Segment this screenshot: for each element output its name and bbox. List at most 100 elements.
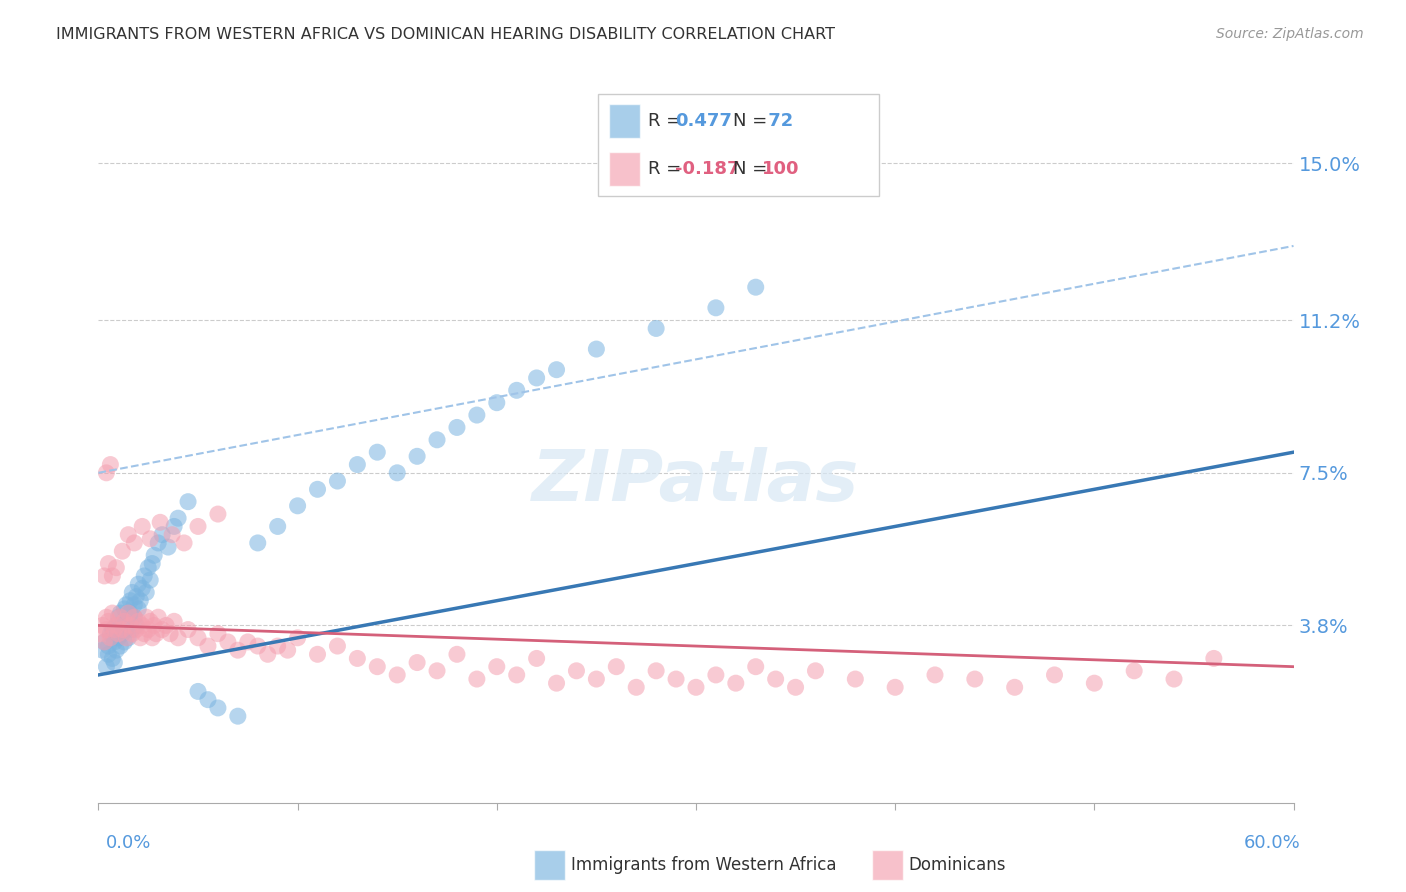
Point [139, 532, 162, 546]
Point [406, 656, 429, 670]
Text: R =: R = [648, 160, 688, 178]
Point [665, 672, 688, 686]
Point [267, 639, 290, 653]
Point [93, 635, 115, 649]
Point [121, 623, 143, 637]
Point [129, 593, 152, 607]
Point [150, 623, 173, 637]
Point [307, 483, 329, 497]
Point [287, 631, 309, 645]
Point [129, 631, 152, 645]
Point [97, 557, 120, 571]
Point [506, 668, 529, 682]
Point [526, 371, 548, 385]
Point [145, 626, 167, 640]
Point [103, 656, 125, 670]
Point [785, 681, 807, 695]
Point [1083, 676, 1105, 690]
Point [91, 643, 114, 657]
Point [745, 280, 768, 294]
Point [256, 648, 278, 662]
Point [112, 615, 135, 629]
Point [96, 466, 118, 480]
Point [246, 639, 269, 653]
Point [131, 519, 153, 533]
Point [120, 593, 142, 607]
Point [465, 408, 488, 422]
Point [117, 527, 139, 541]
Point [565, 664, 588, 678]
Point [277, 643, 299, 657]
Point [107, 626, 129, 640]
Point [1123, 664, 1146, 678]
Point [141, 631, 163, 645]
Text: Dominicans: Dominicans [908, 856, 1005, 874]
Point [446, 648, 468, 662]
Point [121, 585, 143, 599]
Point [187, 631, 209, 645]
Point [110, 606, 132, 620]
Point [148, 610, 170, 624]
Point [97, 639, 120, 653]
Point [207, 626, 229, 640]
Point [139, 615, 162, 629]
Point [101, 623, 124, 637]
Point [406, 450, 429, 464]
Point [884, 681, 907, 695]
Point [173, 536, 195, 550]
Text: 0.477: 0.477 [675, 112, 731, 130]
Point [115, 598, 138, 612]
Point [385, 668, 409, 682]
Point [485, 395, 508, 409]
Point [177, 494, 200, 508]
Point [585, 672, 607, 686]
Point [93, 569, 115, 583]
Point [149, 516, 172, 530]
Point [217, 635, 239, 649]
Point [115, 623, 138, 637]
Point [246, 536, 269, 550]
Point [526, 651, 548, 665]
Text: Source: ZipAtlas.com: Source: ZipAtlas.com [1216, 27, 1364, 41]
Point [112, 635, 135, 649]
Text: ZIPatlas: ZIPatlas [533, 447, 859, 516]
Point [97, 648, 120, 662]
Point [111, 623, 134, 637]
Point [110, 610, 132, 624]
Point [1163, 672, 1185, 686]
Point [685, 681, 707, 695]
Point [605, 659, 627, 673]
Point [96, 610, 118, 624]
Point [207, 701, 229, 715]
Point [346, 651, 368, 665]
Point [366, 659, 388, 673]
Point [963, 672, 986, 686]
Point [160, 527, 183, 541]
Point [112, 602, 135, 616]
Point [844, 672, 866, 686]
Point [645, 664, 668, 678]
Point [1202, 651, 1225, 665]
Point [127, 615, 149, 629]
Point [585, 342, 607, 356]
Point [125, 618, 148, 632]
Point [465, 672, 488, 686]
Point [366, 445, 388, 459]
Point [125, 623, 148, 637]
Point [120, 606, 142, 620]
Text: N =: N = [733, 112, 772, 130]
Point [546, 676, 568, 690]
Point [136, 623, 159, 637]
Point [287, 499, 309, 513]
Point [105, 618, 128, 632]
Point [101, 606, 124, 620]
Point [197, 639, 219, 653]
Point [135, 585, 157, 599]
Point [924, 668, 946, 682]
Point [143, 549, 166, 563]
Point [177, 623, 200, 637]
Point [101, 569, 124, 583]
Point [96, 659, 118, 673]
Text: IMMIGRANTS FROM WESTERN AFRICA VS DOMINICAN HEARING DISABILITY CORRELATION CHART: IMMIGRANTS FROM WESTERN AFRICA VS DOMINI… [56, 27, 835, 42]
Point [148, 536, 170, 550]
